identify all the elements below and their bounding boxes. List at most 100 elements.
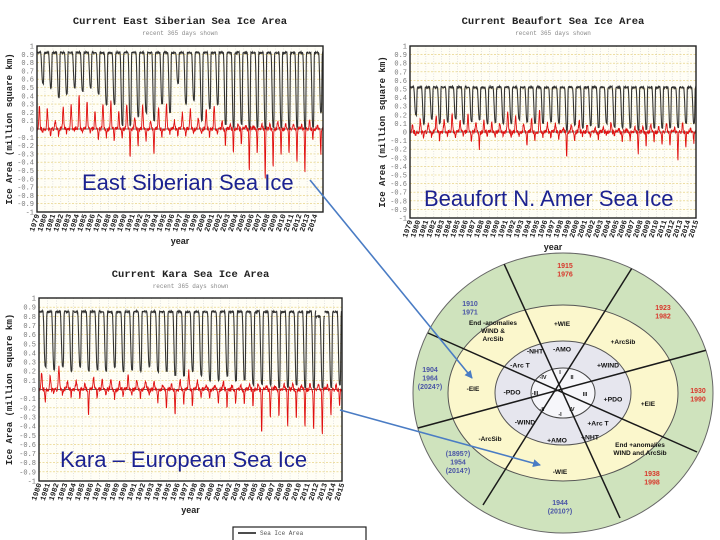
anomaly-year-segment (92, 111, 101, 141)
sector-divider (417, 349, 708, 429)
outer-ring-label-line: 1971 (462, 310, 478, 317)
y-tick-label: 0.7 (394, 69, 407, 77)
core-ring-label-line: I (559, 370, 561, 376)
y-tick-label: -0.5 (17, 168, 34, 176)
inner-ring-label: +PDO (604, 396, 623, 403)
anomaly-year-segment (237, 383, 248, 404)
sea-ice-area-year-segment (433, 84, 443, 125)
outer-ring-label: 1923 1982 (655, 305, 671, 321)
sea-ice-area-year-segment (409, 84, 419, 118)
middle-ring-label: +ArcSib (611, 339, 636, 346)
sea-ice-area-year-segment (552, 85, 562, 125)
anomaly-year-segment (576, 119, 586, 138)
inner-ring-label: -AMO (553, 346, 571, 353)
anomaly-year-segment (324, 383, 334, 416)
sea-ice-area-year-segment (488, 84, 498, 124)
anomaly-year-segment (47, 374, 57, 395)
middle-ring-label: -EIE (467, 386, 480, 393)
y-tick-label: -0.3 (19, 414, 36, 422)
plot-frame (38, 297, 343, 482)
anomaly-year-segment (163, 103, 173, 135)
y-tick-label: 0.8 (394, 61, 407, 69)
anomaly-year-segment (267, 121, 276, 167)
inner-ring-label-line: -WIND (515, 419, 535, 426)
y-tick-label: 0.9 (394, 52, 407, 60)
sea-ice-area-year-segment (263, 309, 274, 388)
kara-label: Kara – European Sea Ice (60, 447, 308, 472)
anomaly-year-segment (246, 382, 256, 407)
y-tick-label: 0.2 (394, 112, 407, 120)
outer-ring-label-line: 1904 (422, 367, 438, 374)
sector-divider (499, 254, 621, 519)
y-axis-label: Ice Area (million square km) (378, 56, 388, 207)
anomaly-year-segment (84, 101, 94, 134)
sea-ice-area-year-segment (179, 50, 189, 106)
y-tick-label: 0.6 (23, 332, 36, 340)
anomaly-year-segment (76, 95, 86, 135)
sea-ice-area-year-segment (243, 50, 252, 132)
core-ring-label: -I (558, 412, 562, 418)
y-tick-label: -1 (28, 479, 36, 487)
y-tick-label: -0.4 (17, 160, 34, 168)
sea-ice-area-year-segment (306, 309, 317, 389)
middle-ring-label-line: ArcSib (483, 336, 504, 343)
anomaly-year-segment (203, 384, 213, 399)
sea-ice-area-year-segment (576, 84, 586, 130)
sea-ice-area-year-segment (289, 309, 299, 386)
anomaly-year-segment (251, 124, 260, 153)
outer-ring-label-line: 1998 (644, 480, 660, 487)
middle-ring-label: End -anomalies WIND & ArcSib (469, 320, 517, 343)
sea-ice-area-year-segment (333, 310, 343, 386)
inner-ring-label-line: +NHT (581, 434, 600, 441)
y-tick-label: -1 (26, 210, 34, 218)
anomaly-year-segment (282, 123, 292, 153)
sea-ice-area-year-segment (82, 309, 92, 372)
sea-ice-area-year-segment (142, 309, 152, 368)
anomaly-year-segment (640, 124, 649, 147)
outer-ring-label-line: 1910 (462, 301, 478, 308)
y-tick-label: -0.3 (17, 151, 34, 159)
anomaly-year-segment (568, 124, 578, 142)
sea-ice-area-year-segment (187, 50, 197, 102)
sea-ice-area-year-segment (272, 309, 282, 389)
y-tick-label: -0.9 (390, 207, 407, 215)
sea-ice-area-year-segment (687, 84, 697, 125)
anomaly-year-segment (55, 365, 66, 396)
anomaly-year-segment (465, 113, 474, 142)
y-tick-label: 0.3 (394, 104, 407, 112)
y-tick-label: -0.9 (17, 201, 34, 209)
core-ring-label-line: -III (532, 391, 539, 397)
y-tick-label: -0.5 (390, 173, 407, 181)
anomaly-year-segment (125, 374, 135, 396)
sea-ice-area-year-segment (194, 309, 204, 378)
sea-ice-area-year-segment (663, 85, 673, 129)
anomaly-year-segment (552, 122, 562, 140)
anomaly-year-segment (139, 104, 149, 142)
sea-ice-area-year-segment (171, 50, 181, 85)
cycle-diagram: 1915 1976 1923 1982 1930 1990 1938 1998 1944 (201… (412, 252, 714, 534)
sea-ice-area-year-segment (417, 84, 427, 126)
chart-subtitle: recent 365 days shown (153, 283, 229, 290)
anomaly-year-segment (449, 112, 459, 139)
anomaly-year-segment (608, 121, 617, 137)
outer-ring-label: 1915 1976 (557, 263, 573, 279)
outer-ring-label-line: 1990 (690, 397, 706, 404)
y-tick-label: 0.1 (394, 121, 407, 129)
sea-ice-area-year-segment (504, 85, 514, 125)
y-tick-label: -0.1 (390, 138, 407, 146)
sea-ice-area-year-segment (246, 310, 256, 388)
anomaly-year-segment (679, 121, 689, 148)
middle-ring-label: +WIE (554, 321, 571, 328)
y-tick-label: 0.5 (23, 341, 36, 349)
y-tick-label: -0.2 (19, 405, 36, 413)
anomaly-year-segment (211, 105, 220, 135)
y-tick-label: 0.6 (21, 77, 34, 85)
core-ring-label: -III (532, 391, 539, 397)
y-tick-label: -0.2 (390, 147, 407, 155)
chart-0: Current East Siberian Sea Ice Area recent… (5, 16, 324, 246)
anomaly-year-segment (82, 381, 92, 416)
y-tick-label: -0.6 (19, 442, 36, 450)
sea-ice-area-year-segment (473, 85, 482, 121)
outer-ring-label-line: 1930 (690, 388, 706, 395)
